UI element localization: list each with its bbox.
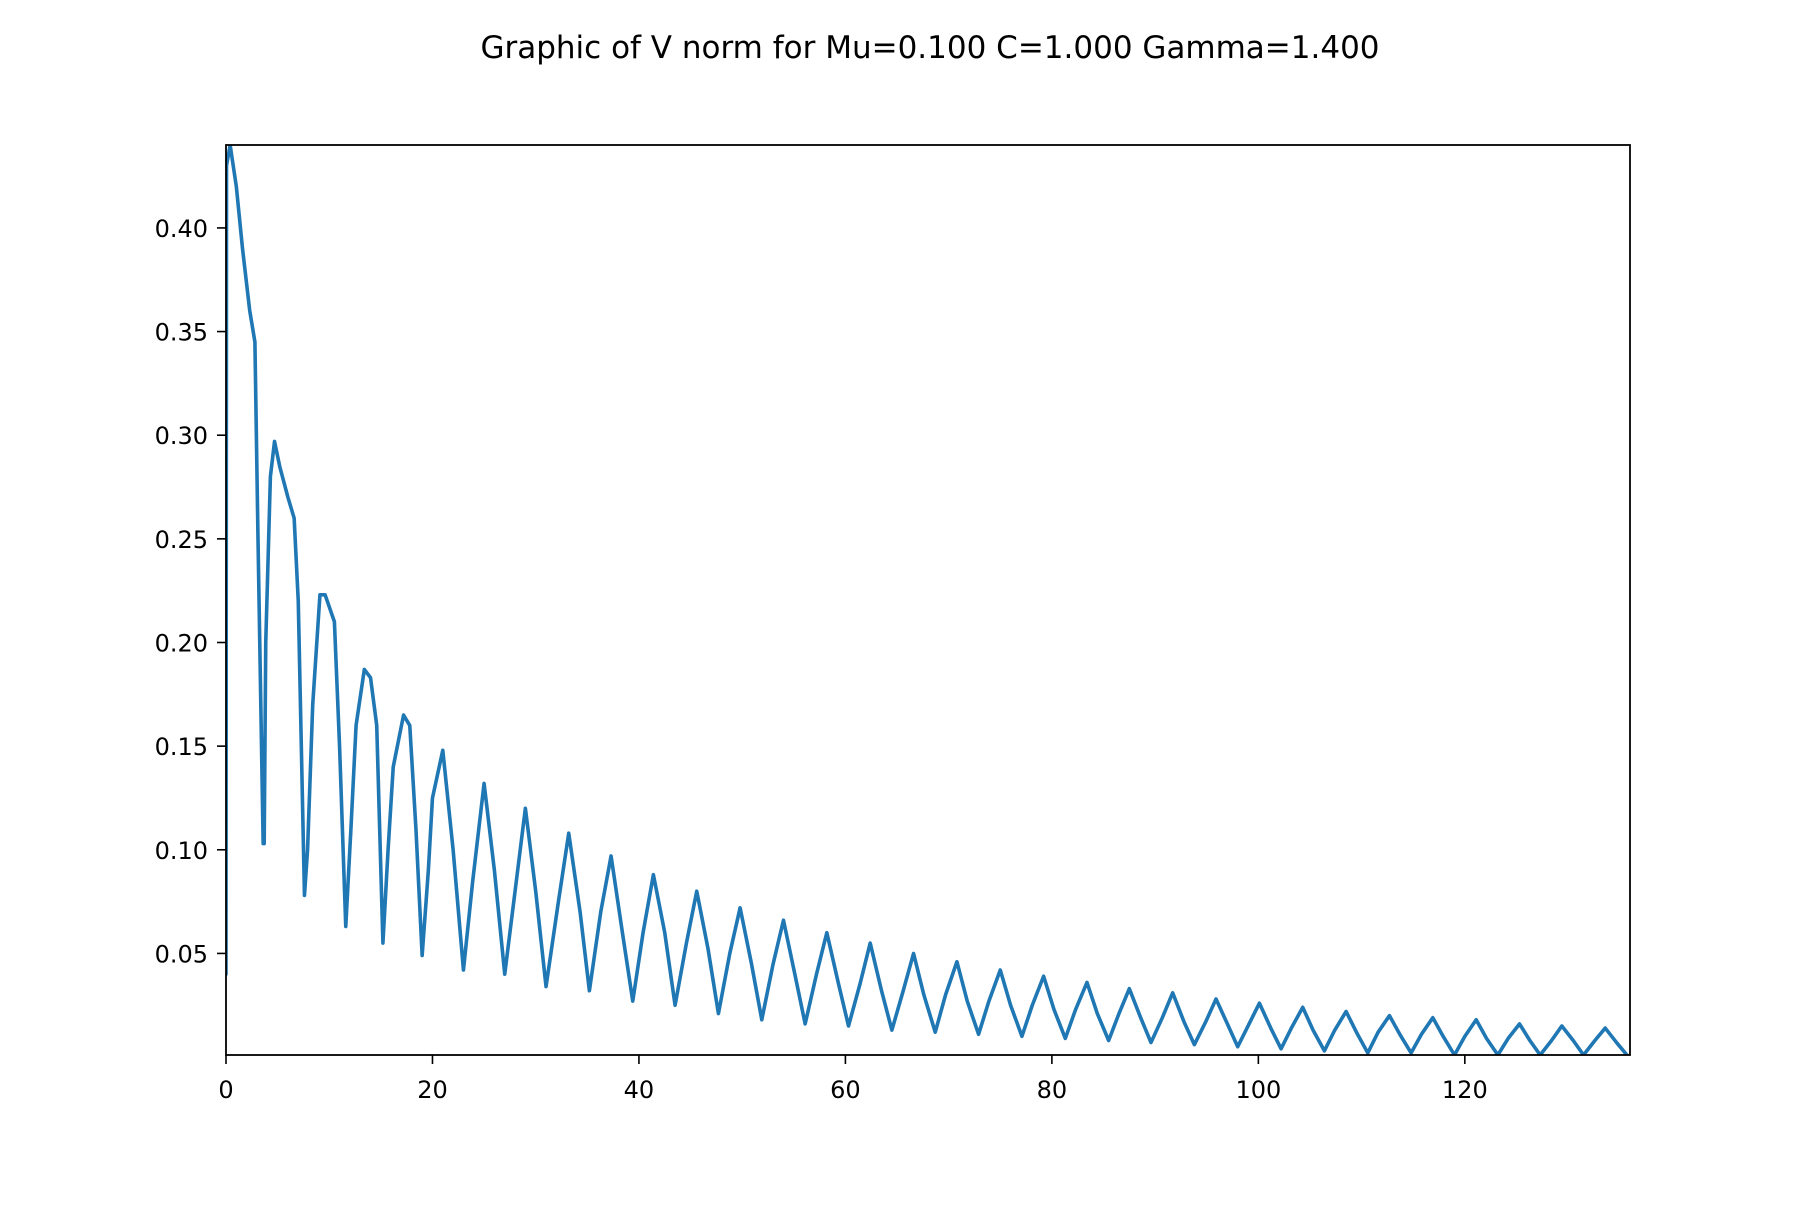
y-tick-label: 0.10	[155, 837, 208, 865]
x-tick-label: 60	[830, 1076, 861, 1104]
y-tick-label: 0.20	[155, 629, 208, 657]
y-tick-label: 0.35	[155, 319, 208, 347]
plot-area	[225, 144, 1631, 1056]
y-tick-label: 0.40	[155, 215, 208, 243]
y-tick-label: 0.15	[155, 733, 208, 761]
y-tick-label: 0.30	[155, 422, 208, 450]
axes-frame	[225, 144, 1631, 1056]
chart-title: Graphic of V norm for Mu=0.100 C=1.000 G…	[480, 30, 1379, 66]
x-tick-label: 80	[1037, 1076, 1068, 1104]
x-tick-label: 100	[1235, 1076, 1281, 1104]
x-tick-label: 20	[417, 1076, 448, 1104]
series-line-0	[226, 145, 1629, 1055]
y-tick-label: 0.25	[155, 526, 208, 554]
y-tick-label: 0.05	[155, 940, 208, 968]
axis-ticks: 0 20 40 60 80 100 120 0.05 0.10 0.15 0.20 0.25 0.30 0…	[155, 215, 1488, 1104]
x-tick-label: 120	[1442, 1076, 1488, 1104]
x-tick-label: 0	[218, 1076, 233, 1104]
x-tick-label: 40	[624, 1076, 655, 1104]
